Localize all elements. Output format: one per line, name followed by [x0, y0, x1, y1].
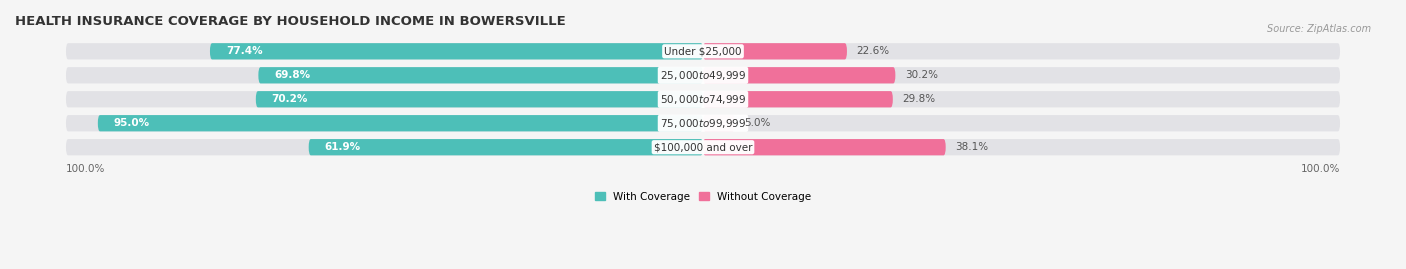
FancyBboxPatch shape — [66, 43, 703, 59]
FancyBboxPatch shape — [703, 139, 946, 155]
Text: $75,000 to $99,999: $75,000 to $99,999 — [659, 117, 747, 130]
FancyBboxPatch shape — [66, 67, 703, 83]
FancyBboxPatch shape — [703, 43, 846, 59]
FancyBboxPatch shape — [259, 67, 703, 83]
Legend: With Coverage, Without Coverage: With Coverage, Without Coverage — [591, 188, 815, 206]
FancyBboxPatch shape — [309, 139, 703, 155]
Text: 22.6%: 22.6% — [856, 46, 890, 56]
Text: $100,000 and over: $100,000 and over — [654, 142, 752, 152]
Text: $25,000 to $49,999: $25,000 to $49,999 — [659, 69, 747, 82]
FancyBboxPatch shape — [209, 43, 703, 59]
Text: 5.0%: 5.0% — [744, 118, 770, 128]
FancyBboxPatch shape — [66, 115, 703, 131]
Text: HEALTH INSURANCE COVERAGE BY HOUSEHOLD INCOME IN BOWERSVILLE: HEALTH INSURANCE COVERAGE BY HOUSEHOLD I… — [15, 15, 565, 28]
Text: $50,000 to $74,999: $50,000 to $74,999 — [659, 93, 747, 106]
Text: 69.8%: 69.8% — [274, 70, 311, 80]
Text: 100.0%: 100.0% — [66, 164, 105, 175]
Text: Under $25,000: Under $25,000 — [664, 46, 742, 56]
FancyBboxPatch shape — [703, 67, 896, 83]
Text: Source: ZipAtlas.com: Source: ZipAtlas.com — [1267, 24, 1371, 34]
Text: 100.0%: 100.0% — [1301, 164, 1340, 175]
FancyBboxPatch shape — [98, 115, 703, 131]
FancyBboxPatch shape — [703, 115, 735, 131]
FancyBboxPatch shape — [703, 67, 1340, 83]
FancyBboxPatch shape — [256, 91, 703, 107]
Text: 29.8%: 29.8% — [903, 94, 935, 104]
FancyBboxPatch shape — [66, 91, 703, 107]
FancyBboxPatch shape — [703, 115, 1340, 131]
FancyBboxPatch shape — [703, 91, 1340, 107]
Text: 38.1%: 38.1% — [955, 142, 988, 152]
Text: 61.9%: 61.9% — [325, 142, 361, 152]
FancyBboxPatch shape — [66, 139, 703, 155]
Text: 70.2%: 70.2% — [271, 94, 308, 104]
Text: 95.0%: 95.0% — [114, 118, 150, 128]
Text: 77.4%: 77.4% — [226, 46, 263, 56]
Text: 30.2%: 30.2% — [905, 70, 938, 80]
FancyBboxPatch shape — [703, 139, 1340, 155]
FancyBboxPatch shape — [703, 91, 893, 107]
FancyBboxPatch shape — [703, 43, 1340, 59]
